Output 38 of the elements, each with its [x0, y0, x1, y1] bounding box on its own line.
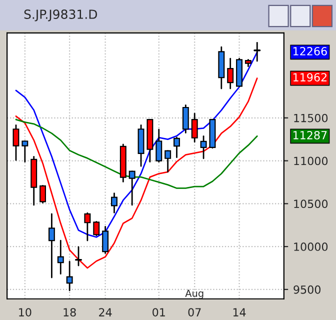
y-tick-label: 10500 — [294, 200, 328, 208]
candlestick — [57, 240, 64, 275]
candlestick — [200, 135, 207, 160]
candlestick — [12, 124, 20, 161]
candlestick — [40, 184, 46, 204]
candlestick — [93, 220, 100, 236]
candlestick — [174, 136, 180, 158]
annotation: Aug — [185, 290, 204, 299]
y-tick-label: 11000 — [294, 156, 328, 166]
x-tick-label: 10 — [19, 308, 32, 317]
candlestick — [84, 212, 91, 242]
text: 11962 — [293, 73, 326, 82]
candlestick — [22, 140, 28, 162]
line-series — [15, 118, 258, 189]
candlestick — [164, 150, 172, 172]
candlestick — [191, 112, 198, 143]
candlestick — [66, 260, 73, 292]
candlestick — [254, 42, 261, 62]
candlestick — [156, 128, 162, 162]
y-tick-label: 11500 — [294, 114, 328, 122]
candlestick — [128, 170, 136, 206]
chart-title: S.JP.J9831.D — [24, 10, 98, 22]
line-series — [15, 78, 258, 269]
candlestick — [227, 58, 234, 90]
y-tick-label: 9500 — [294, 285, 320, 294]
y-tick-label: 10000 — [294, 242, 328, 251]
candlestick — [110, 192, 118, 214]
x-tick-label: 14 — [233, 308, 246, 316]
candlestick — [102, 226, 109, 254]
x-tick-label: 07 — [188, 308, 201, 317]
text: 11287 — [293, 130, 327, 140]
candlestick — [74, 246, 82, 266]
x-tick-label: 18 — [64, 308, 76, 317]
x-tick-label: 01 — [152, 308, 165, 317]
x-tick-label: 24 — [99, 308, 112, 316]
candlestick — [48, 213, 55, 278]
text: 12266 — [293, 46, 327, 56]
candlestick — [182, 104, 189, 134]
